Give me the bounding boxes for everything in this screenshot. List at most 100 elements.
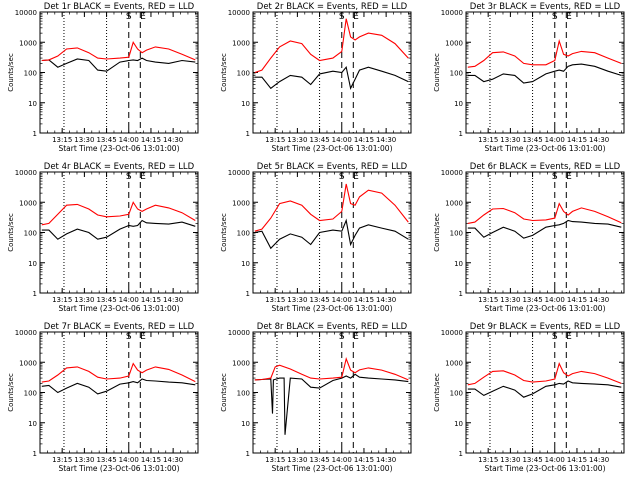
x-axis-title: Start Time (23-Oct-06 13:01:00)	[271, 464, 392, 473]
x-tick-label: 14:30	[589, 136, 609, 144]
x-tick-label: 14:30	[589, 456, 609, 464]
x-tick-label: 13:30	[74, 456, 94, 464]
marker-label-e: E	[353, 332, 359, 342]
detector-panel-8: Det 8r BLACK = Events, RED = LLD 1 10 100 10…	[213, 320, 426, 480]
marker-label-e: E	[566, 12, 572, 22]
y-axis-title: Counts/sec	[433, 373, 441, 412]
lld-series-line	[254, 183, 409, 232]
marker-label-s: S	[552, 332, 558, 342]
marker-label-e: E	[566, 172, 572, 182]
y-tick-label: 100	[237, 70, 250, 78]
y-tick-label: 1000	[232, 359, 250, 367]
chart-title: Det 4r BLACK = Events, RED = LLD	[44, 162, 195, 172]
events-series-line	[467, 219, 622, 239]
marker-label-e: E	[353, 172, 359, 182]
detector-chart-7: Det 7r BLACK = Events, RED = LLD 1 10 100 10…	[7, 322, 199, 473]
x-tick-label: 14:00	[332, 296, 352, 304]
x-tick-label: 14:00	[119, 456, 139, 464]
y-tick-label: 1	[246, 290, 250, 298]
x-tick-label: 13:45	[309, 136, 329, 144]
y-tick-label: 1000	[445, 39, 463, 47]
detector-chart-2: Det 2r BLACK = Events, RED = LLD 1 10 100 10…	[220, 2, 412, 153]
y-axis-title: Counts/sec	[433, 53, 441, 92]
x-tick-label: 14:00	[545, 296, 565, 304]
y-tick-label: 1000	[19, 39, 37, 47]
detector-panel-5: Det 5r BLACK = Events, RED = LLD 1 10 100 10…	[213, 160, 426, 320]
y-axis-title: Counts/sec	[7, 213, 15, 252]
x-tick-label: 13:45	[309, 296, 329, 304]
x-tick-label: 14:30	[163, 296, 183, 304]
detector-chart-9: Det 9r BLACK = Events, RED = LLD 1 10 100 10…	[433, 322, 625, 473]
x-tick-label: 13:15	[478, 136, 498, 144]
x-tick-label: 13:15	[52, 296, 72, 304]
marker-label-s: S	[126, 12, 132, 22]
x-tick-label: 14:15	[354, 136, 374, 144]
y-tick-label: 1000	[19, 199, 37, 207]
y-axis-title: Counts/sec	[220, 53, 228, 92]
x-tick-label: 13:30	[287, 296, 307, 304]
x-tick-label: 14:15	[567, 456, 587, 464]
x-tick-label: 13:30	[500, 456, 520, 464]
marker-label-e: E	[140, 332, 146, 342]
x-axis-title: Start Time (23-Oct-06 13:01:00)	[271, 144, 392, 153]
x-axis-title: Start Time (23-Oct-06 13:01:00)	[271, 304, 392, 313]
y-axis-title: Counts/sec	[433, 213, 441, 252]
chart-title: Det 7r BLACK = Events, RED = LLD	[44, 322, 195, 332]
detector-chart-4: Det 4r BLACK = Events, RED = LLD 1 10 100 10…	[7, 162, 199, 313]
x-tick-label: 13:15	[265, 456, 285, 464]
detector-panel-2: Det 2r BLACK = Events, RED = LLD 1 10 100 10…	[213, 0, 426, 160]
x-tick-label: 14:15	[354, 456, 374, 464]
y-tick-label: 100	[24, 230, 37, 238]
y-tick-label: 1	[33, 130, 37, 138]
chart-title: Det 8r BLACK = Events, RED = LLD	[257, 322, 408, 332]
marker-label-e: E	[353, 12, 359, 22]
y-tick-label: 1	[33, 450, 37, 458]
x-tick-label: 14:15	[141, 296, 161, 304]
x-tick-label: 14:00	[332, 456, 352, 464]
y-tick-label: 100	[237, 390, 250, 398]
detector-chart-6: Det 6r BLACK = Events, RED = LLD 1 10 100 10…	[433, 162, 625, 313]
lld-series-line	[467, 202, 622, 224]
marker-label-s: S	[552, 172, 558, 182]
y-tick-label: 10000	[441, 9, 463, 17]
chart-title: Det 2r BLACK = Events, RED = LLD	[257, 2, 408, 12]
y-tick-label: 10	[241, 260, 250, 268]
chart-title: Det 9r BLACK = Events, RED = LLD	[470, 322, 621, 332]
lld-series-line	[254, 356, 409, 381]
detector-chart-8: Det 8r BLACK = Events, RED = LLD 1 10 100 10…	[220, 322, 412, 473]
x-tick-label: 13:45	[96, 456, 116, 464]
y-tick-label: 10	[454, 100, 463, 108]
x-tick-label: 13:45	[522, 136, 542, 144]
chart-title: Det 3r BLACK = Events, RED = LLD	[470, 2, 621, 12]
x-tick-label: 14:15	[354, 296, 374, 304]
x-tick-label: 14:30	[163, 456, 183, 464]
x-tick-label: 14:30	[589, 296, 609, 304]
y-axis-title: Counts/sec	[7, 53, 15, 92]
x-tick-label: 14:00	[545, 136, 565, 144]
detector-chart-1: Det 1r BLACK = Events, RED = LLD 1 10 100 10…	[7, 2, 199, 153]
x-tick-label: 14:30	[376, 456, 396, 464]
y-tick-label: 1000	[445, 359, 463, 367]
x-tick-label: 13:30	[74, 136, 94, 144]
x-tick-label: 14:15	[141, 136, 161, 144]
events-series-line	[254, 65, 409, 90]
y-axis-title: Counts/sec	[220, 213, 228, 252]
detector-panel-1: Det 1r BLACK = Events, RED = LLD 1 10 100 10…	[0, 0, 213, 160]
marker-label-s: S	[339, 332, 345, 342]
x-tick-label: 13:45	[96, 296, 116, 304]
marker-label-e: E	[140, 12, 146, 22]
x-tick-label: 14:30	[163, 136, 183, 144]
y-tick-label: 100	[450, 70, 463, 78]
y-tick-label: 10000	[228, 9, 250, 17]
y-tick-label: 1	[459, 450, 463, 458]
detector-panel-7: Det 7r BLACK = Events, RED = LLD 1 10 100 10…	[0, 320, 213, 480]
x-tick-label: 14:00	[545, 456, 565, 464]
lld-series-line	[254, 18, 409, 74]
y-tick-label: 10	[241, 100, 250, 108]
y-tick-label: 10000	[228, 329, 250, 337]
events-series-line	[254, 218, 409, 250]
x-tick-label: 13:15	[52, 456, 72, 464]
x-tick-label: 13:45	[522, 456, 542, 464]
events-series-line	[41, 219, 196, 240]
x-tick-label: 13:15	[52, 136, 72, 144]
